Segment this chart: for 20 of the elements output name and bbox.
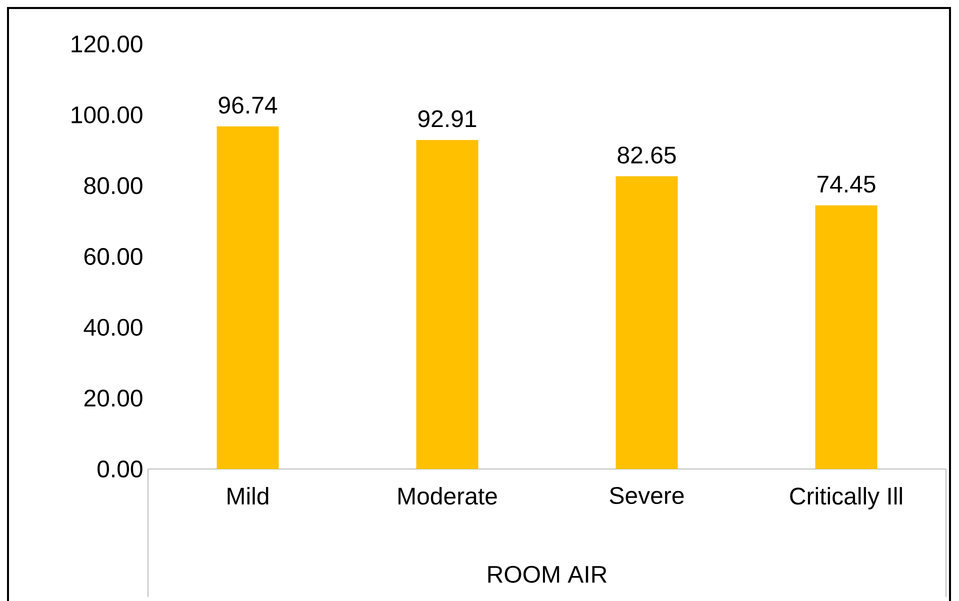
bar <box>616 176 678 470</box>
y-tick-label: 20.00 <box>84 390 142 407</box>
x-tick-label: Moderate <box>398 487 497 505</box>
bar <box>416 140 478 470</box>
bar <box>815 205 878 470</box>
y-tick-label: 60.00 <box>84 248 142 265</box>
x-tick-label: Critically Ill <box>790 487 902 510</box>
y-tick-label: 80.00 <box>84 177 142 194</box>
data-label: 92.91 <box>418 110 476 128</box>
y-tick-label: 120.00 <box>72 35 142 52</box>
x-tick-label: Mild <box>228 487 268 505</box>
data-label: 96.74 <box>218 96 278 114</box>
bar <box>216 126 279 470</box>
x-tick-label: Severe <box>610 487 684 504</box>
data-label: 74.45 <box>817 176 876 193</box>
data-label: 82.65 <box>618 146 676 164</box>
y-tick-label: 0.00 <box>98 460 142 478</box>
x-axis-title: ROOM AIR <box>488 566 607 583</box>
y-tick-label: 40.00 <box>84 318 142 336</box>
y-tick-label: 100.00 <box>72 106 142 124</box>
